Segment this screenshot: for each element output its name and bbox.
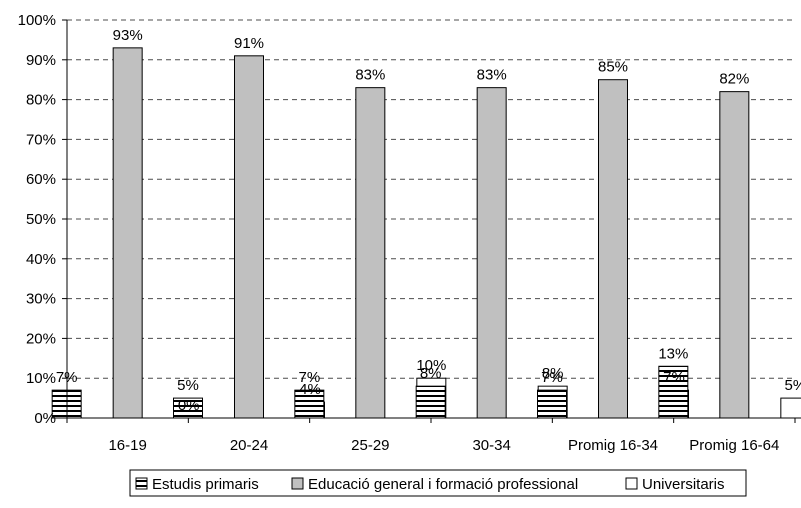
- bar: [476, 87, 507, 419]
- y-tick-label: 40%: [26, 251, 56, 268]
- legend-box: [129, 469, 747, 497]
- x-tick-label: 25-29: [351, 437, 389, 454]
- bar: [415, 385, 446, 419]
- bar: [658, 365, 689, 419]
- data-label: 4%: [299, 381, 321, 398]
- data-label: 93%: [113, 27, 143, 44]
- data-label: 7%: [298, 369, 320, 386]
- data-label: 83%: [355, 67, 385, 84]
- x-tick-label: 20-24: [230, 437, 268, 454]
- data-label: 7%: [663, 369, 685, 386]
- data-label: 13%: [658, 345, 688, 362]
- y-tick-label: 30%: [26, 291, 56, 308]
- legend-swatch: [291, 477, 304, 490]
- data-label: 8%: [420, 365, 442, 382]
- bar: [719, 91, 750, 419]
- data-label: 91%: [234, 35, 264, 52]
- x-tick-label: Promig 16-34: [568, 437, 658, 454]
- bar: [112, 47, 143, 419]
- y-tick-label: 10%: [26, 370, 56, 387]
- x-tick-label: Promig 16-64: [689, 437, 779, 454]
- y-tick-label: 70%: [26, 131, 56, 148]
- bar: [294, 389, 325, 419]
- legend-swatch: [625, 477, 638, 490]
- legend: Estudis primaris Educació general i forma…: [129, 469, 747, 497]
- bar: [234, 55, 264, 419]
- axes: [62, 19, 796, 423]
- bar: [355, 87, 386, 419]
- y-tick-label: 50%: [26, 211, 56, 228]
- data-label: 7%: [56, 369, 78, 386]
- x-tick-label: 16-19: [108, 437, 146, 454]
- data-label: 5%: [177, 377, 199, 394]
- y-tick-label: 60%: [26, 171, 56, 188]
- x-tick-label: 30-34: [472, 437, 510, 454]
- data-label: 85%: [598, 59, 628, 76]
- legend-label: Educació general i formació professional: [308, 476, 578, 493]
- data-label: 10%: [416, 357, 446, 374]
- data-label: 83%: [477, 67, 507, 84]
- legend-swatch: [135, 477, 148, 490]
- legend-label: Universitaris: [642, 476, 725, 493]
- bar: [780, 397, 801, 419]
- data-label: 0%: [178, 397, 200, 414]
- bar: [598, 79, 628, 419]
- legend-label: Estudis primaris: [152, 476, 259, 493]
- data-labels: 7%93%0%5%91%4%7%83%10%8%83%8%7%85%7%13%8…: [56, 27, 801, 414]
- y-tick-label: 90%: [26, 52, 56, 69]
- bar: [537, 389, 567, 419]
- gridlines: [67, 19, 795, 379]
- bars: [51, 47, 801, 419]
- y-tick-label: 100%: [18, 12, 56, 29]
- y-tick-label: 20%: [26, 330, 56, 347]
- y-tick-label: 80%: [26, 92, 56, 109]
- tick-labels: 0% 10% 20% 30% 40% 50% 60% 70% 80% 90% 100% 16-19 20…: [18, 12, 780, 454]
- data-label: 82%: [719, 71, 749, 88]
- y-tick-label: 0%: [34, 410, 56, 427]
- data-label: 5%: [784, 377, 801, 394]
- data-label: 7%: [541, 369, 563, 386]
- data-label: 8%: [542, 365, 564, 382]
